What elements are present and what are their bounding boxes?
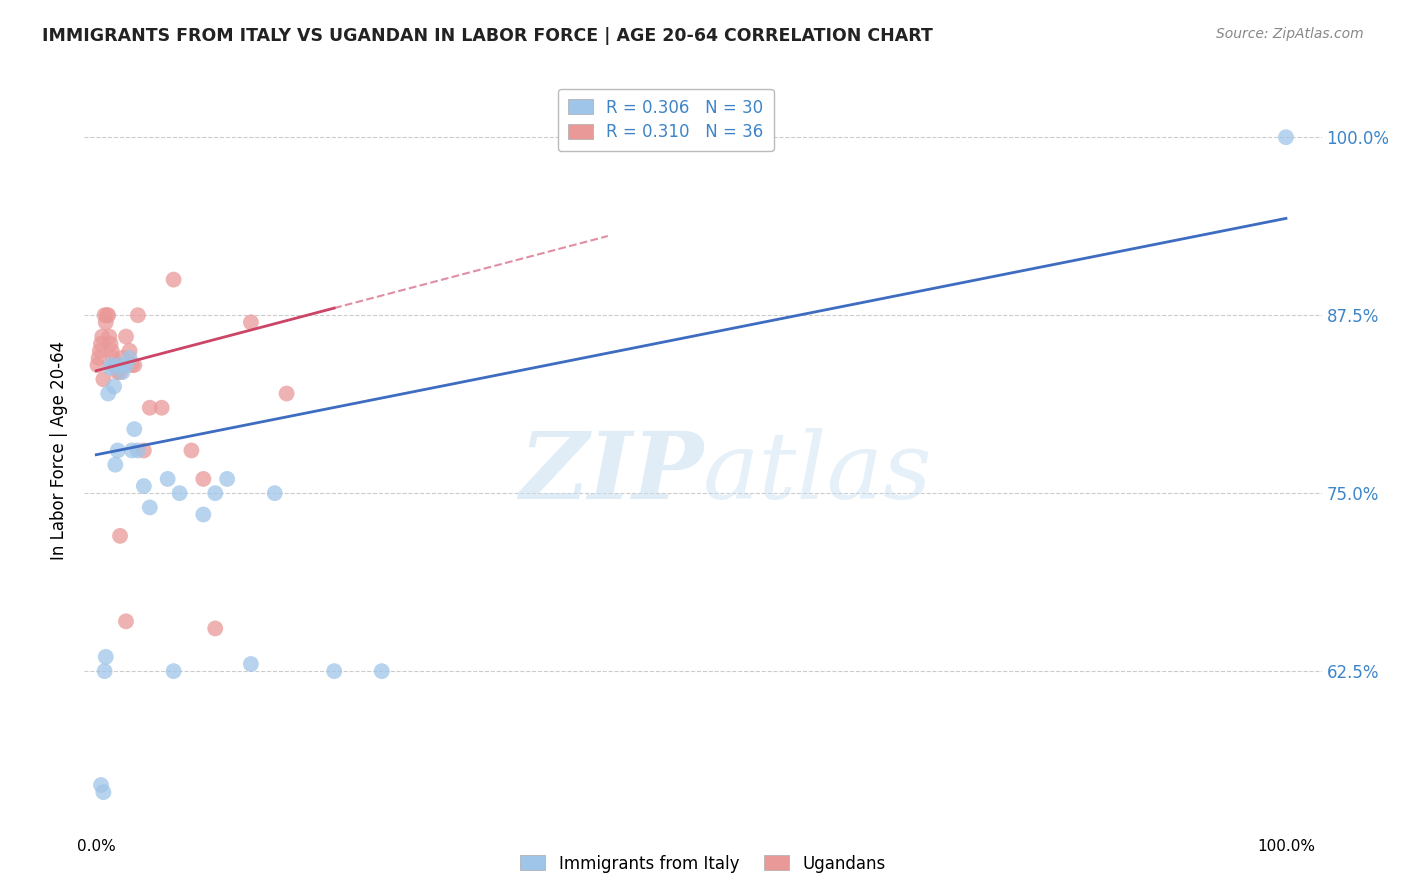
- Point: [124, 422, 146, 436]
- Point: [94, 315, 117, 329]
- Text: 100.0%: 100.0%: [1257, 839, 1315, 855]
- Point: [150, 401, 173, 415]
- Point: [115, 615, 138, 629]
- Point: [127, 308, 149, 322]
- Point: [118, 351, 141, 365]
- Text: 0.0%: 0.0%: [77, 839, 115, 855]
- Legend: R = 0.306   N = 30, R = 0.310   N = 36: R = 0.306 N = 30, R = 0.310 N = 36: [558, 88, 773, 152]
- Point: [90, 778, 112, 792]
- Text: IMMIGRANTS FROM ITALY VS UGANDAN IN LABOR FORCE | AGE 20-64 CORRELATION CHART: IMMIGRANTS FROM ITALY VS UGANDAN IN LABO…: [42, 27, 934, 45]
- Point: [100, 358, 122, 372]
- Point: [103, 379, 125, 393]
- Point: [193, 508, 215, 522]
- Point: [100, 336, 122, 351]
- Point: [111, 365, 134, 379]
- Point: [127, 443, 149, 458]
- Point: [323, 664, 346, 678]
- Y-axis label: In Labor Force | Age 20-64: In Labor Force | Age 20-64: [51, 341, 69, 560]
- Text: ZIP: ZIP: [519, 427, 703, 517]
- Text: atlas: atlas: [703, 427, 932, 517]
- Point: [162, 664, 184, 678]
- Legend: Immigrants from Italy, Ugandans: Immigrants from Italy, Ugandans: [513, 848, 893, 880]
- Point: [91, 329, 114, 343]
- Point: [139, 401, 162, 415]
- Point: [93, 308, 115, 322]
- Point: [263, 486, 285, 500]
- Point: [276, 386, 298, 401]
- Point: [204, 622, 226, 636]
- Point: [101, 351, 124, 365]
- Point: [100, 360, 122, 375]
- Point: [371, 664, 394, 678]
- Point: [94, 649, 117, 664]
- Point: [86, 358, 108, 372]
- Point: [1275, 130, 1298, 145]
- Point: [108, 529, 131, 543]
- Point: [111, 351, 134, 365]
- Point: [217, 472, 239, 486]
- Point: [108, 358, 131, 372]
- Point: [132, 443, 155, 458]
- Point: [107, 443, 129, 458]
- Point: [239, 657, 262, 671]
- Point: [87, 351, 110, 365]
- Point: [132, 479, 155, 493]
- Point: [162, 272, 184, 286]
- Point: [139, 500, 162, 515]
- Point: [107, 365, 129, 379]
- Point: [156, 472, 179, 486]
- Point: [204, 486, 226, 500]
- Point: [89, 343, 111, 358]
- Point: [193, 472, 215, 486]
- Text: Source: ZipAtlas.com: Source: ZipAtlas.com: [1216, 27, 1364, 41]
- Point: [180, 443, 202, 458]
- Point: [124, 358, 146, 372]
- Point: [169, 486, 191, 500]
- Point: [93, 785, 115, 799]
- Point: [115, 358, 138, 372]
- Point: [98, 329, 121, 343]
- Point: [97, 308, 120, 322]
- Point: [93, 372, 115, 386]
- Point: [97, 386, 120, 401]
- Point: [121, 443, 143, 458]
- Point: [108, 365, 131, 379]
- Point: [93, 664, 115, 678]
- Point: [96, 308, 118, 322]
- Point: [103, 358, 125, 372]
- Point: [104, 358, 127, 372]
- Point: [90, 336, 112, 351]
- Point: [118, 343, 141, 358]
- Point: [105, 358, 128, 372]
- Point: [239, 315, 262, 329]
- Point: [100, 343, 122, 358]
- Point: [115, 329, 138, 343]
- Point: [104, 458, 127, 472]
- Point: [121, 358, 143, 372]
